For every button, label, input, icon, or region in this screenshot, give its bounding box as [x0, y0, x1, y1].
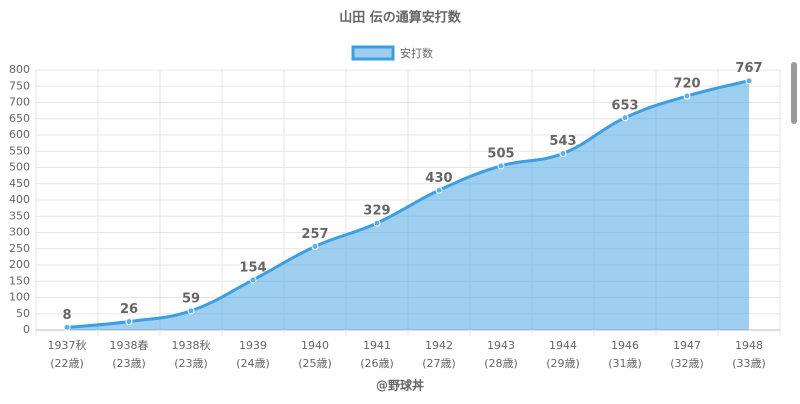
y-tick-label: 250 — [9, 242, 30, 255]
x-tick-sublabel: (31歳) — [608, 357, 642, 370]
chart-title: 山田 伝の通算安打数 — [339, 10, 462, 26]
point — [125, 318, 133, 326]
y-tick-label: 450 — [9, 177, 30, 190]
point — [745, 77, 753, 85]
data-label: 8 — [62, 308, 71, 323]
scrollbar[interactable] — [791, 62, 797, 124]
x-tick-sublabel: (22歳) — [50, 357, 84, 370]
area — [67, 80, 749, 330]
legend-swatch — [351, 45, 395, 61]
x-tick-label: 1940 — [301, 339, 329, 352]
y-tick-label: 100 — [9, 291, 30, 304]
x-tick-label: 1943 — [487, 339, 515, 352]
x-tick-label: 1947 — [673, 339, 701, 352]
footer: @野球丼 — [376, 378, 424, 393]
y-tick-label: 700 — [9, 96, 30, 109]
x-tick-label: 1946 — [611, 339, 639, 352]
y-tick-label: 350 — [9, 209, 30, 222]
y-tick-label: 0 — [23, 323, 30, 336]
data-label: 257 — [301, 227, 328, 242]
data-label: 653 — [611, 98, 638, 113]
point — [435, 186, 443, 194]
x-tick-sublabel: (29歳) — [546, 357, 580, 370]
data-label: 430 — [425, 171, 452, 186]
data-label: 767 — [735, 61, 762, 76]
x-tick-sublabel: (25歳) — [298, 357, 332, 370]
point — [187, 307, 195, 315]
point — [373, 219, 381, 227]
x-tick-label: 1938春 — [110, 339, 149, 352]
x-tick-label: 1938秋 — [172, 338, 211, 352]
y-tick-label: 800 — [9, 63, 30, 76]
x-tick-label: 1948 — [735, 339, 763, 352]
x-tick-sublabel: (23歳) — [174, 357, 208, 370]
data-label: 59 — [182, 291, 200, 306]
point — [683, 92, 691, 100]
y-tick-label: 300 — [9, 226, 30, 239]
point — [497, 162, 505, 170]
x-tick-sublabel: (28歳) — [484, 357, 518, 370]
x-tick-sublabel: (27歳) — [422, 357, 456, 370]
point — [559, 150, 567, 158]
data-label: 543 — [549, 134, 576, 149]
data-label: 329 — [363, 204, 390, 219]
x-tick-sublabel: (24歳) — [236, 357, 270, 370]
legend-label: 安打数 — [400, 46, 433, 60]
y-tick-label: 550 — [9, 144, 30, 157]
point — [311, 242, 319, 250]
data-label: 720 — [673, 77, 700, 92]
x-tick-label: 1939 — [239, 339, 267, 352]
x-tick-sublabel: (32歳) — [670, 357, 704, 370]
y-tick-label: 200 — [9, 258, 30, 271]
x-tick-label: 1942 — [425, 339, 453, 352]
x-tick-label: 1944 — [549, 339, 577, 352]
point — [621, 114, 629, 122]
y-tick-label: 50 — [16, 307, 30, 320]
x-tick-label: 1937秋 — [48, 338, 87, 352]
y-tick-label: 750 — [9, 79, 30, 92]
data-label: 154 — [239, 260, 266, 275]
data-label: 26 — [120, 302, 138, 317]
y-tick-label: 400 — [9, 193, 30, 206]
y-tick-label: 150 — [9, 274, 30, 287]
point — [63, 323, 71, 331]
y-tick-label: 600 — [9, 128, 30, 141]
point — [249, 276, 257, 284]
data-label: 505 — [487, 146, 514, 161]
x-tick-sublabel: (33歳) — [732, 357, 766, 370]
y-tick-label: 500 — [9, 161, 30, 174]
x-tick-label: 1941 — [363, 339, 391, 352]
x-tick-sublabel: (26歳) — [360, 357, 394, 370]
x-tick-sublabel: (23歳) — [112, 357, 146, 370]
y-tick-label: 650 — [9, 112, 30, 125]
